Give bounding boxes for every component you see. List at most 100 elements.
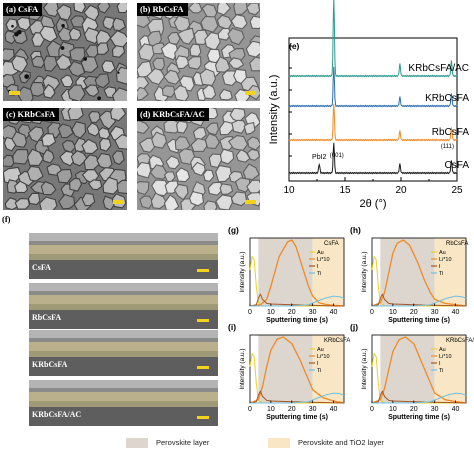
pinhole xyxy=(83,57,87,61)
pinhole xyxy=(17,30,22,35)
grain xyxy=(110,108,127,122)
legend-label: Ti xyxy=(439,368,443,374)
grain xyxy=(165,155,181,170)
grain xyxy=(55,53,73,70)
grain xyxy=(67,84,86,101)
pbi2-annotation: PbI2 xyxy=(312,154,327,161)
grain xyxy=(116,179,127,195)
grain xyxy=(215,164,233,183)
grain xyxy=(150,192,168,210)
cross-section-image: CsFA xyxy=(29,233,218,279)
grain xyxy=(217,27,232,41)
perovskite-tio2-region xyxy=(434,238,466,306)
panel-title: RbCsFA xyxy=(446,241,468,247)
grain xyxy=(26,148,44,166)
grain xyxy=(207,181,224,196)
grain xyxy=(230,14,248,30)
grain xyxy=(116,66,127,85)
perovskite-tio2-region xyxy=(312,238,344,306)
legend-label: Ti xyxy=(317,368,321,374)
x-tick-label: 20 xyxy=(410,406,418,413)
pinhole xyxy=(61,24,65,28)
grain xyxy=(230,191,248,207)
grain xyxy=(175,55,191,69)
grain xyxy=(11,131,28,148)
peak-111-annotation: (111) xyxy=(441,144,454,150)
tio2-band xyxy=(29,351,218,357)
perovskite-legend-swatch xyxy=(126,438,148,448)
grain xyxy=(116,3,127,14)
sem-image-krbcsfa: (c) KRbCsFA xyxy=(3,108,127,210)
grain xyxy=(4,30,18,45)
grain xyxy=(161,85,176,98)
grain xyxy=(175,167,191,183)
x-tick-label: 20 xyxy=(395,185,407,196)
scale-bar xyxy=(197,319,209,322)
y-axis-label: Intensity (a.u.) xyxy=(239,348,246,389)
grain-texture xyxy=(137,108,260,210)
grain xyxy=(214,55,231,73)
grain xyxy=(87,179,103,191)
grain xyxy=(152,57,166,71)
legend-label: Li*10 xyxy=(317,257,330,263)
legend-label: I xyxy=(317,361,319,367)
grain xyxy=(73,3,87,14)
panel-letter: (i) xyxy=(228,322,236,332)
y-axis-label: Intensity (a.u.) xyxy=(268,75,280,145)
x-axis-label: 2θ (°) xyxy=(359,198,386,210)
legend-label: Li*10 xyxy=(439,354,452,360)
grain xyxy=(14,198,31,210)
sem-label-b: (b) RbCsFA xyxy=(137,3,188,16)
cross-section-label: CsFA xyxy=(32,263,51,272)
grain xyxy=(228,57,245,70)
grain xyxy=(167,31,181,45)
grain-texture xyxy=(3,3,127,101)
panel-letter: (h) xyxy=(350,226,361,235)
x-tick-label: 40 xyxy=(452,309,460,316)
perovskite-tio2-legend-label: Perovskite and TiO2 layer xyxy=(298,438,384,447)
grain xyxy=(219,183,234,195)
glass-layer xyxy=(29,310,218,329)
x-axis-label: Sputtering time (s) xyxy=(266,414,328,421)
legend-label: Ti xyxy=(317,271,321,277)
grain xyxy=(163,69,181,85)
grain xyxy=(160,41,179,61)
glass-layer xyxy=(29,407,218,426)
grain xyxy=(146,67,166,86)
grain-texture xyxy=(137,3,260,101)
grain xyxy=(249,56,260,72)
sims-trace xyxy=(249,293,344,307)
x-tick-label: 40 xyxy=(452,406,460,413)
pinhole xyxy=(11,24,14,28)
grain xyxy=(137,161,152,179)
legend-label: Au xyxy=(317,347,324,353)
grain xyxy=(235,149,251,163)
legend-label: Au xyxy=(317,250,324,256)
legend-label: Ti xyxy=(439,271,443,277)
grain xyxy=(176,120,188,134)
perovskite-band xyxy=(29,342,218,351)
x-axis-label: Sputtering time (s) xyxy=(266,317,328,324)
grain-texture xyxy=(3,108,127,210)
sem-image-csfa: (a) CsFA xyxy=(3,3,127,101)
grain xyxy=(97,127,111,140)
grain xyxy=(3,154,15,168)
glass-layer xyxy=(29,357,218,376)
grain xyxy=(101,60,116,74)
grain xyxy=(163,194,180,210)
grain xyxy=(218,88,233,101)
perovskite-band xyxy=(29,295,218,304)
scale-bar xyxy=(245,200,256,204)
grain xyxy=(60,74,74,88)
panel-title: CsFA xyxy=(324,241,339,247)
grain xyxy=(96,42,110,55)
grain xyxy=(163,117,181,134)
grain xyxy=(151,179,171,197)
grain xyxy=(249,15,260,30)
panel-letter: (g) xyxy=(228,226,239,235)
grain xyxy=(12,149,30,165)
series-label: KRbCsFA xyxy=(425,93,469,104)
scale-bar xyxy=(9,91,20,95)
